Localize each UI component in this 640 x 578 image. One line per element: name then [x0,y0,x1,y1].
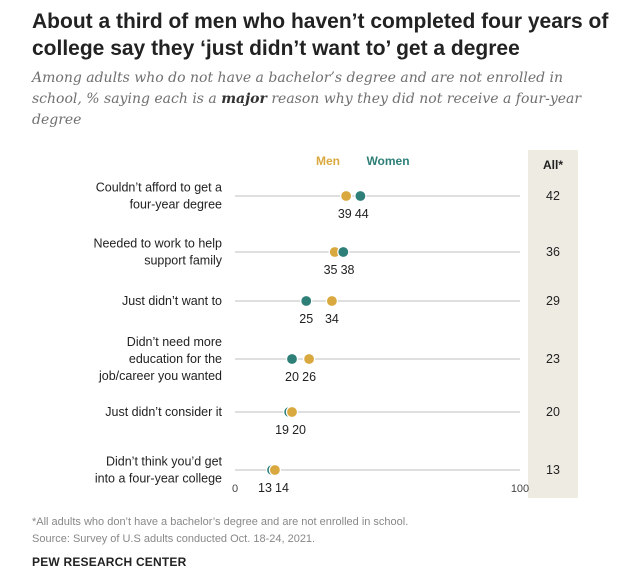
men-dot [285,405,299,419]
chart-subtitle: Among adults who do not have a bachelor’… [32,68,592,131]
category-label: Didn’t need more education for the job/car… [98,335,222,383]
all-value: 20 [546,405,560,419]
men-value-label: 39 [338,207,352,221]
women-dot [300,294,313,308]
men-dot [268,463,281,477]
men-value-label: 34 [325,312,339,326]
women-value-label: 25 [299,312,313,326]
men-value-label: 14 [275,481,289,495]
women-value-label: 20 [285,370,299,384]
chart-title: About a third of men who haven’t complet… [32,10,609,60]
category-label: Just didn’t consider it [105,405,222,419]
brand-logo-text: PEW RESEARCH CENTER [32,555,187,569]
men-dot [325,294,338,308]
category-label: Didn’t think you’d get into a four-year c… [95,455,223,486]
women-dot [285,352,299,366]
category-label: Couldn’t afford to get a four-year degree [96,181,222,212]
category-label: Needed to work to help support family [93,237,222,268]
women-dot [337,245,350,259]
women-value-label: 44 [355,207,369,221]
all-column-background [528,150,578,498]
footnote: *All adults who don’t have a bachelor’s … [32,516,409,528]
men-value-label: 26 [302,370,316,384]
men-value-label: 35 [324,263,338,277]
all-value: 36 [546,245,560,259]
source-note: Source: Survey of U.S adults conducted O… [32,533,316,545]
women-dot [354,189,367,203]
all-value: 29 [546,294,560,308]
legend-men: Men [316,154,340,168]
men-dot [303,352,316,366]
all-column-header: All* [543,158,563,172]
subtitle-text-after: reason why they did not receive a four-y… [32,91,582,128]
women-value-label: 13 [258,481,272,495]
subtitle-text-before: Among adults who do not have a bachelor’… [32,70,564,107]
legend-women: Women [366,154,409,168]
category-label: Just didn’t want to [122,294,222,308]
women-value-label: 19 [275,423,289,437]
axis-min-label: 0 [232,483,238,495]
axis-max-label: 100 [511,483,529,495]
men-dot [340,189,353,203]
women-value-label: 38 [341,263,355,277]
subtitle-emphasis: major [221,91,267,107]
all-value: 42 [546,189,560,203]
men-value-label: 20 [292,423,306,437]
all-value: 23 [546,352,560,366]
all-value: 13 [546,463,560,477]
